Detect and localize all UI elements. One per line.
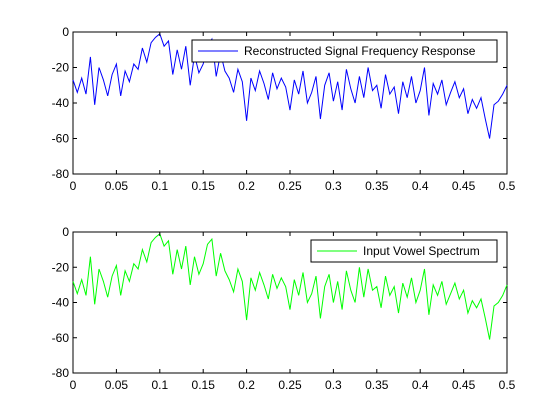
y-tick-label: -80 [52,366,70,380]
y-tick-label: -60 [52,331,70,345]
x-tick-label: 0 [70,378,77,392]
x-tick-label: 0.3 [325,378,342,392]
x-tick-label: 0.45 [452,179,476,193]
x-tick-label: 0.1 [151,179,168,193]
legend-label: Reconstructed Signal Frequency Response [244,44,476,58]
chart-2: 0 0.05 0.1 0.15 0.2 0.25 0.3 0.35 0.4 0.45 0.5 0 -20… [52,225,516,392]
x-tick-label: 0.05 [105,378,129,392]
x-tick-label: 0.1 [151,378,168,392]
x-tick-label: 0.45 [452,378,476,392]
x-tick-label: 0.15 [192,378,216,392]
legend: Input Vowel Spectrum [311,240,497,262]
legend: Reconstructed Signal Frequency Response [192,40,497,62]
x-tick-label: 0.35 [365,179,389,193]
x-tick-label: 0 [70,179,77,193]
y-tick-label: -20 [52,61,70,75]
x-tick-label: 0.4 [412,179,429,193]
y-tick-label: 0 [62,25,69,39]
chart-1: 0 0.05 0.1 0.15 0.2 0.25 0.3 0.35 0.4 0.45 0.5 0 -20… [52,25,516,193]
legend-label: Input Vowel Spectrum [363,244,480,258]
y-tick-label: -80 [52,167,70,181]
x-tick-label: 0.2 [238,179,255,193]
x-tick-label: 0.3 [325,179,342,193]
x-tick-label: 0.5 [499,179,516,193]
x-tick-label: 0.05 [105,179,129,193]
x-tick-label: 0.5 [499,378,516,392]
x-tick-label: 0.15 [192,179,216,193]
x-tick-label: 0.2 [238,378,255,392]
x-tick-label: 0.4 [412,378,429,392]
x-tick-label: 0.25 [278,179,302,193]
y-tick-label: -40 [52,296,70,310]
y-tick-label: -20 [52,260,70,274]
x-tick-label: 0.35 [365,378,389,392]
y-tick-label: 0 [62,225,69,239]
y-tick-label: -40 [52,96,70,110]
y-tick-label: -60 [52,132,70,146]
x-tick-label: 0.25 [278,378,302,392]
